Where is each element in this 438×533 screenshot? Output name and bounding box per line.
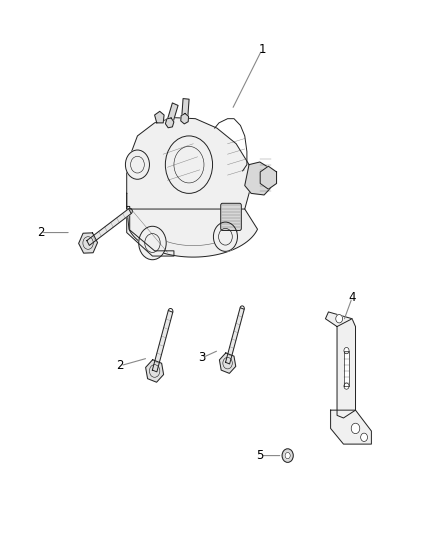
Text: 1: 1 (258, 43, 266, 56)
Polygon shape (182, 99, 189, 119)
Circle shape (351, 423, 360, 434)
Circle shape (282, 449, 293, 462)
Polygon shape (127, 118, 251, 209)
Circle shape (285, 453, 290, 459)
Polygon shape (152, 310, 173, 372)
Polygon shape (155, 111, 164, 123)
Text: 3: 3 (198, 351, 205, 365)
Polygon shape (331, 410, 371, 444)
FancyBboxPatch shape (221, 203, 241, 230)
Text: 2: 2 (37, 226, 45, 239)
Text: 2: 2 (117, 359, 124, 372)
Polygon shape (166, 118, 174, 128)
Polygon shape (87, 209, 131, 245)
Circle shape (336, 314, 343, 323)
Polygon shape (260, 166, 276, 189)
Polygon shape (127, 193, 258, 257)
Polygon shape (79, 233, 98, 253)
Polygon shape (337, 319, 356, 418)
Circle shape (139, 227, 166, 260)
Polygon shape (219, 353, 236, 373)
Circle shape (344, 383, 349, 389)
Polygon shape (344, 351, 349, 386)
Polygon shape (145, 360, 164, 382)
Text: 4: 4 (348, 292, 356, 304)
Circle shape (213, 222, 237, 252)
Circle shape (125, 150, 149, 179)
Polygon shape (226, 308, 244, 364)
Polygon shape (325, 312, 352, 327)
Text: 5: 5 (256, 449, 264, 462)
Circle shape (360, 433, 367, 441)
Circle shape (344, 348, 349, 354)
Polygon shape (127, 206, 174, 256)
Polygon shape (181, 114, 188, 124)
Polygon shape (167, 103, 178, 124)
Polygon shape (245, 162, 272, 195)
